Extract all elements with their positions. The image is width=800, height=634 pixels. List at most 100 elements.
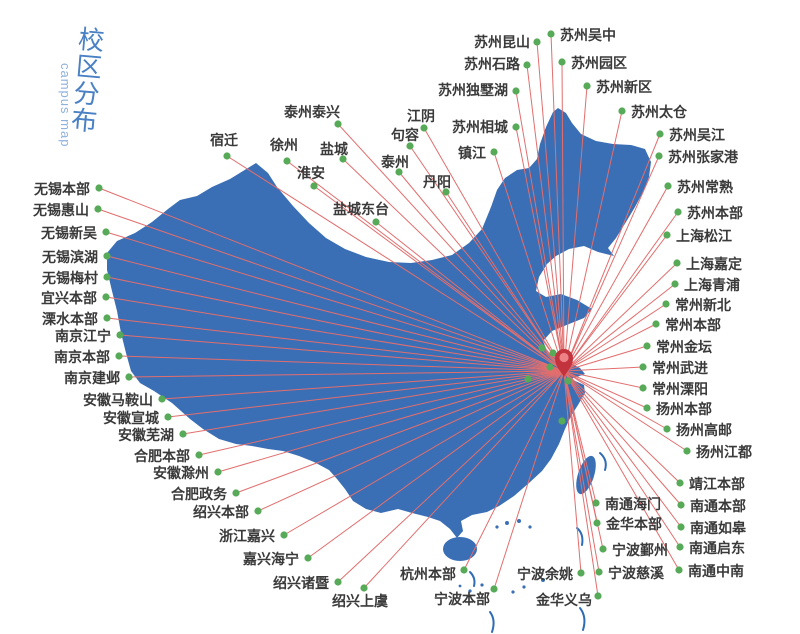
- campus-label[interactable]: 安徽芜湖: [118, 427, 174, 443]
- campus-label[interactable]: 溧水本部: [42, 311, 98, 327]
- campus-dot[interactable]: [664, 182, 672, 190]
- campus-label[interactable]: 上海嘉定: [686, 256, 742, 272]
- campus-label[interactable]: 宁波鄞州: [612, 542, 668, 558]
- campus-label[interactable]: 南京建邺: [64, 370, 120, 386]
- campus-label[interactable]: 盐城东台: [333, 201, 389, 217]
- campus-dot[interactable]: [594, 592, 602, 600]
- campus-dot[interactable]: [675, 566, 683, 574]
- campus-label[interactable]: 镇江: [458, 145, 486, 161]
- campus-dot[interactable]: [533, 38, 541, 46]
- campus-label[interactable]: 苏州太仓: [631, 104, 688, 120]
- campus-dot[interactable]: [639, 384, 647, 392]
- campus-label[interactable]: 淮安: [297, 165, 325, 181]
- campus-label[interactable]: 常州金坛: [656, 339, 712, 355]
- campus-label[interactable]: 苏州新区: [596, 79, 652, 95]
- campus-dot[interactable]: [490, 148, 498, 156]
- campus-dot[interactable]: [339, 155, 347, 163]
- campus-dot[interactable]: [512, 123, 520, 131]
- campus-dot[interactable]: [310, 182, 318, 190]
- campus-dot[interactable]: [125, 373, 133, 381]
- campus-label[interactable]: 南通中南: [688, 563, 744, 579]
- campus-dot[interactable]: [254, 507, 262, 515]
- campus-label[interactable]: 无锡惠山: [32, 202, 89, 218]
- campus-label[interactable]: 金华义乌: [535, 592, 592, 608]
- campus-dot[interactable]: [655, 152, 663, 160]
- campus-dot[interactable]: [95, 184, 103, 192]
- campus-dot[interactable]: [676, 543, 684, 551]
- campus-label[interactable]: 合肥政务: [171, 486, 228, 502]
- campus-dot[interactable]: [283, 157, 291, 165]
- campus-dot[interactable]: [116, 331, 124, 339]
- campus-dot[interactable]: [639, 363, 647, 371]
- campus-dot[interactable]: [663, 425, 671, 433]
- campus-dot[interactable]: [577, 569, 585, 577]
- campus-dot[interactable]: [643, 342, 651, 350]
- campus-label[interactable]: 浙江嘉兴: [219, 528, 275, 544]
- campus-dot[interactable]: [523, 61, 531, 69]
- campus-label[interactable]: 常州新北: [675, 297, 731, 313]
- campus-label[interactable]: 上海青浦: [684, 277, 740, 293]
- campus-dot[interactable]: [583, 82, 591, 90]
- campus-dot[interactable]: [102, 293, 110, 301]
- campus-dot[interactable]: [593, 519, 601, 527]
- campus-label[interactable]: 宁波本部: [434, 591, 490, 607]
- campus-dot[interactable]: [599, 545, 607, 553]
- campus-dot[interactable]: [102, 228, 110, 236]
- campus-label[interactable]: 宜兴本部: [41, 290, 97, 306]
- campus-label[interactable]: 苏州本部: [687, 205, 743, 221]
- campus-label[interactable]: 南京江宁: [55, 328, 111, 344]
- campus-dot[interactable]: [214, 468, 222, 476]
- campus-dot[interactable]: [372, 218, 380, 226]
- campus-dot[interactable]: [232, 489, 240, 497]
- campus-label[interactable]: 嘉兴海宁: [242, 551, 299, 567]
- campus-label[interactable]: 丹阳: [423, 174, 451, 190]
- campus-label[interactable]: 扬州江都: [696, 444, 752, 460]
- campus-label[interactable]: 安徽宣城: [103, 410, 159, 426]
- campus-dot[interactable]: [360, 584, 368, 592]
- campus-dot[interactable]: [677, 523, 685, 531]
- campus-label[interactable]: 宁波余姚: [517, 566, 573, 582]
- campus-dot[interactable]: [671, 280, 679, 288]
- campus-dot[interactable]: [676, 479, 684, 487]
- campus-label[interactable]: 泰州泰兴: [283, 104, 340, 120]
- campus-label[interactable]: 南通启东: [689, 540, 745, 556]
- campus-dot[interactable]: [592, 499, 600, 507]
- campus-label[interactable]: 苏州园区: [571, 55, 627, 71]
- campus-dot[interactable]: [618, 107, 626, 115]
- campus-label[interactable]: 南通海门: [605, 496, 661, 512]
- campus-dot[interactable]: [663, 231, 671, 239]
- campus-label[interactable]: 苏州独墅湖: [438, 82, 508, 98]
- campus-dot[interactable]: [547, 30, 555, 38]
- campus-label[interactable]: 无锡滨湖: [41, 249, 98, 265]
- campus-dot[interactable]: [179, 430, 187, 438]
- campus-label[interactable]: 苏州吴江: [669, 127, 725, 143]
- campus-dot[interactable]: [595, 568, 603, 576]
- campus-label[interactable]: 扬州高邮: [676, 422, 732, 438]
- campus-label[interactable]: 徐州: [269, 137, 298, 153]
- campus-label[interactable]: 无锡梅村: [41, 270, 98, 286]
- campus-label[interactable]: 南通如皋: [690, 520, 747, 536]
- campus-dot[interactable]: [395, 168, 403, 176]
- campus-dot[interactable]: [643, 404, 651, 412]
- campus-dot[interactable]: [656, 130, 664, 138]
- campus-label[interactable]: 南通本部: [690, 498, 746, 514]
- headquarters-pin[interactable]: [555, 349, 573, 377]
- campus-dot[interactable]: [103, 273, 111, 281]
- campus-label[interactable]: 合肥本部: [134, 448, 190, 464]
- campus-label[interactable]: 盐城: [320, 141, 348, 157]
- campus-dot[interactable]: [677, 501, 685, 509]
- campus-label[interactable]: 无锡新吴: [40, 225, 98, 241]
- campus-dot[interactable]: [683, 447, 691, 455]
- campus-label[interactable]: 苏州相城: [452, 119, 508, 135]
- campus-label[interactable]: 绍兴本部: [193, 504, 249, 520]
- campus-dot[interactable]: [442, 188, 450, 196]
- campus-dot[interactable]: [673, 259, 681, 267]
- campus-dot[interactable]: [304, 554, 312, 562]
- campus-label[interactable]: 无锡本部: [33, 181, 90, 197]
- campus-dot[interactable]: [512, 87, 520, 95]
- campus-label[interactable]: 常州溧阳: [652, 381, 708, 397]
- campus-label[interactable]: 常州本部: [665, 317, 721, 333]
- campus-dot[interactable]: [280, 531, 288, 539]
- campus-label[interactable]: 上海松江: [676, 228, 732, 244]
- campus-dot[interactable]: [652, 320, 660, 328]
